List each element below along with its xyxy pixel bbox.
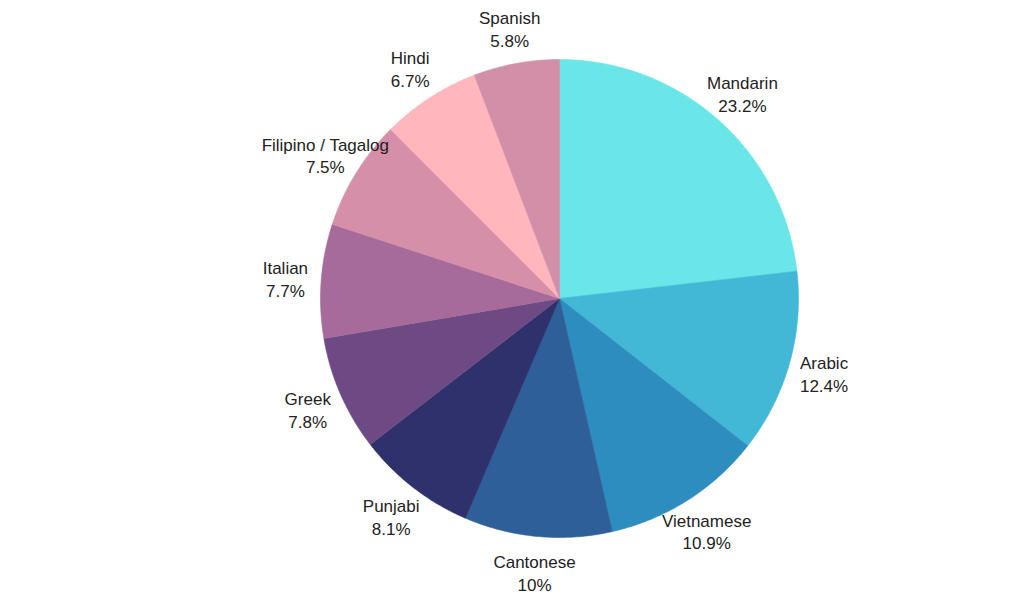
svg-text:Filipino / Tagalog7.5%: Filipino / Tagalog7.5% bbox=[262, 136, 389, 178]
svg-text:Hindi6.7%: Hindi6.7% bbox=[391, 49, 430, 91]
svg-text:Greek7.8%: Greek7.8% bbox=[285, 390, 332, 432]
svg-text:Cantonese10%: Cantonese10% bbox=[493, 553, 575, 595]
svg-text:Mandarin23.2%: Mandarin23.2% bbox=[707, 74, 778, 116]
svg-text:Arabic12.4%: Arabic12.4% bbox=[800, 354, 849, 396]
svg-text:Spanish5.8%: Spanish5.8% bbox=[479, 9, 540, 51]
svg-text:Vietnamese10.9%: Vietnamese10.9% bbox=[662, 512, 751, 554]
svg-text:Italian7.7%: Italian7.7% bbox=[263, 259, 308, 301]
svg-text:Punjabi8.1%: Punjabi8.1% bbox=[363, 497, 420, 539]
